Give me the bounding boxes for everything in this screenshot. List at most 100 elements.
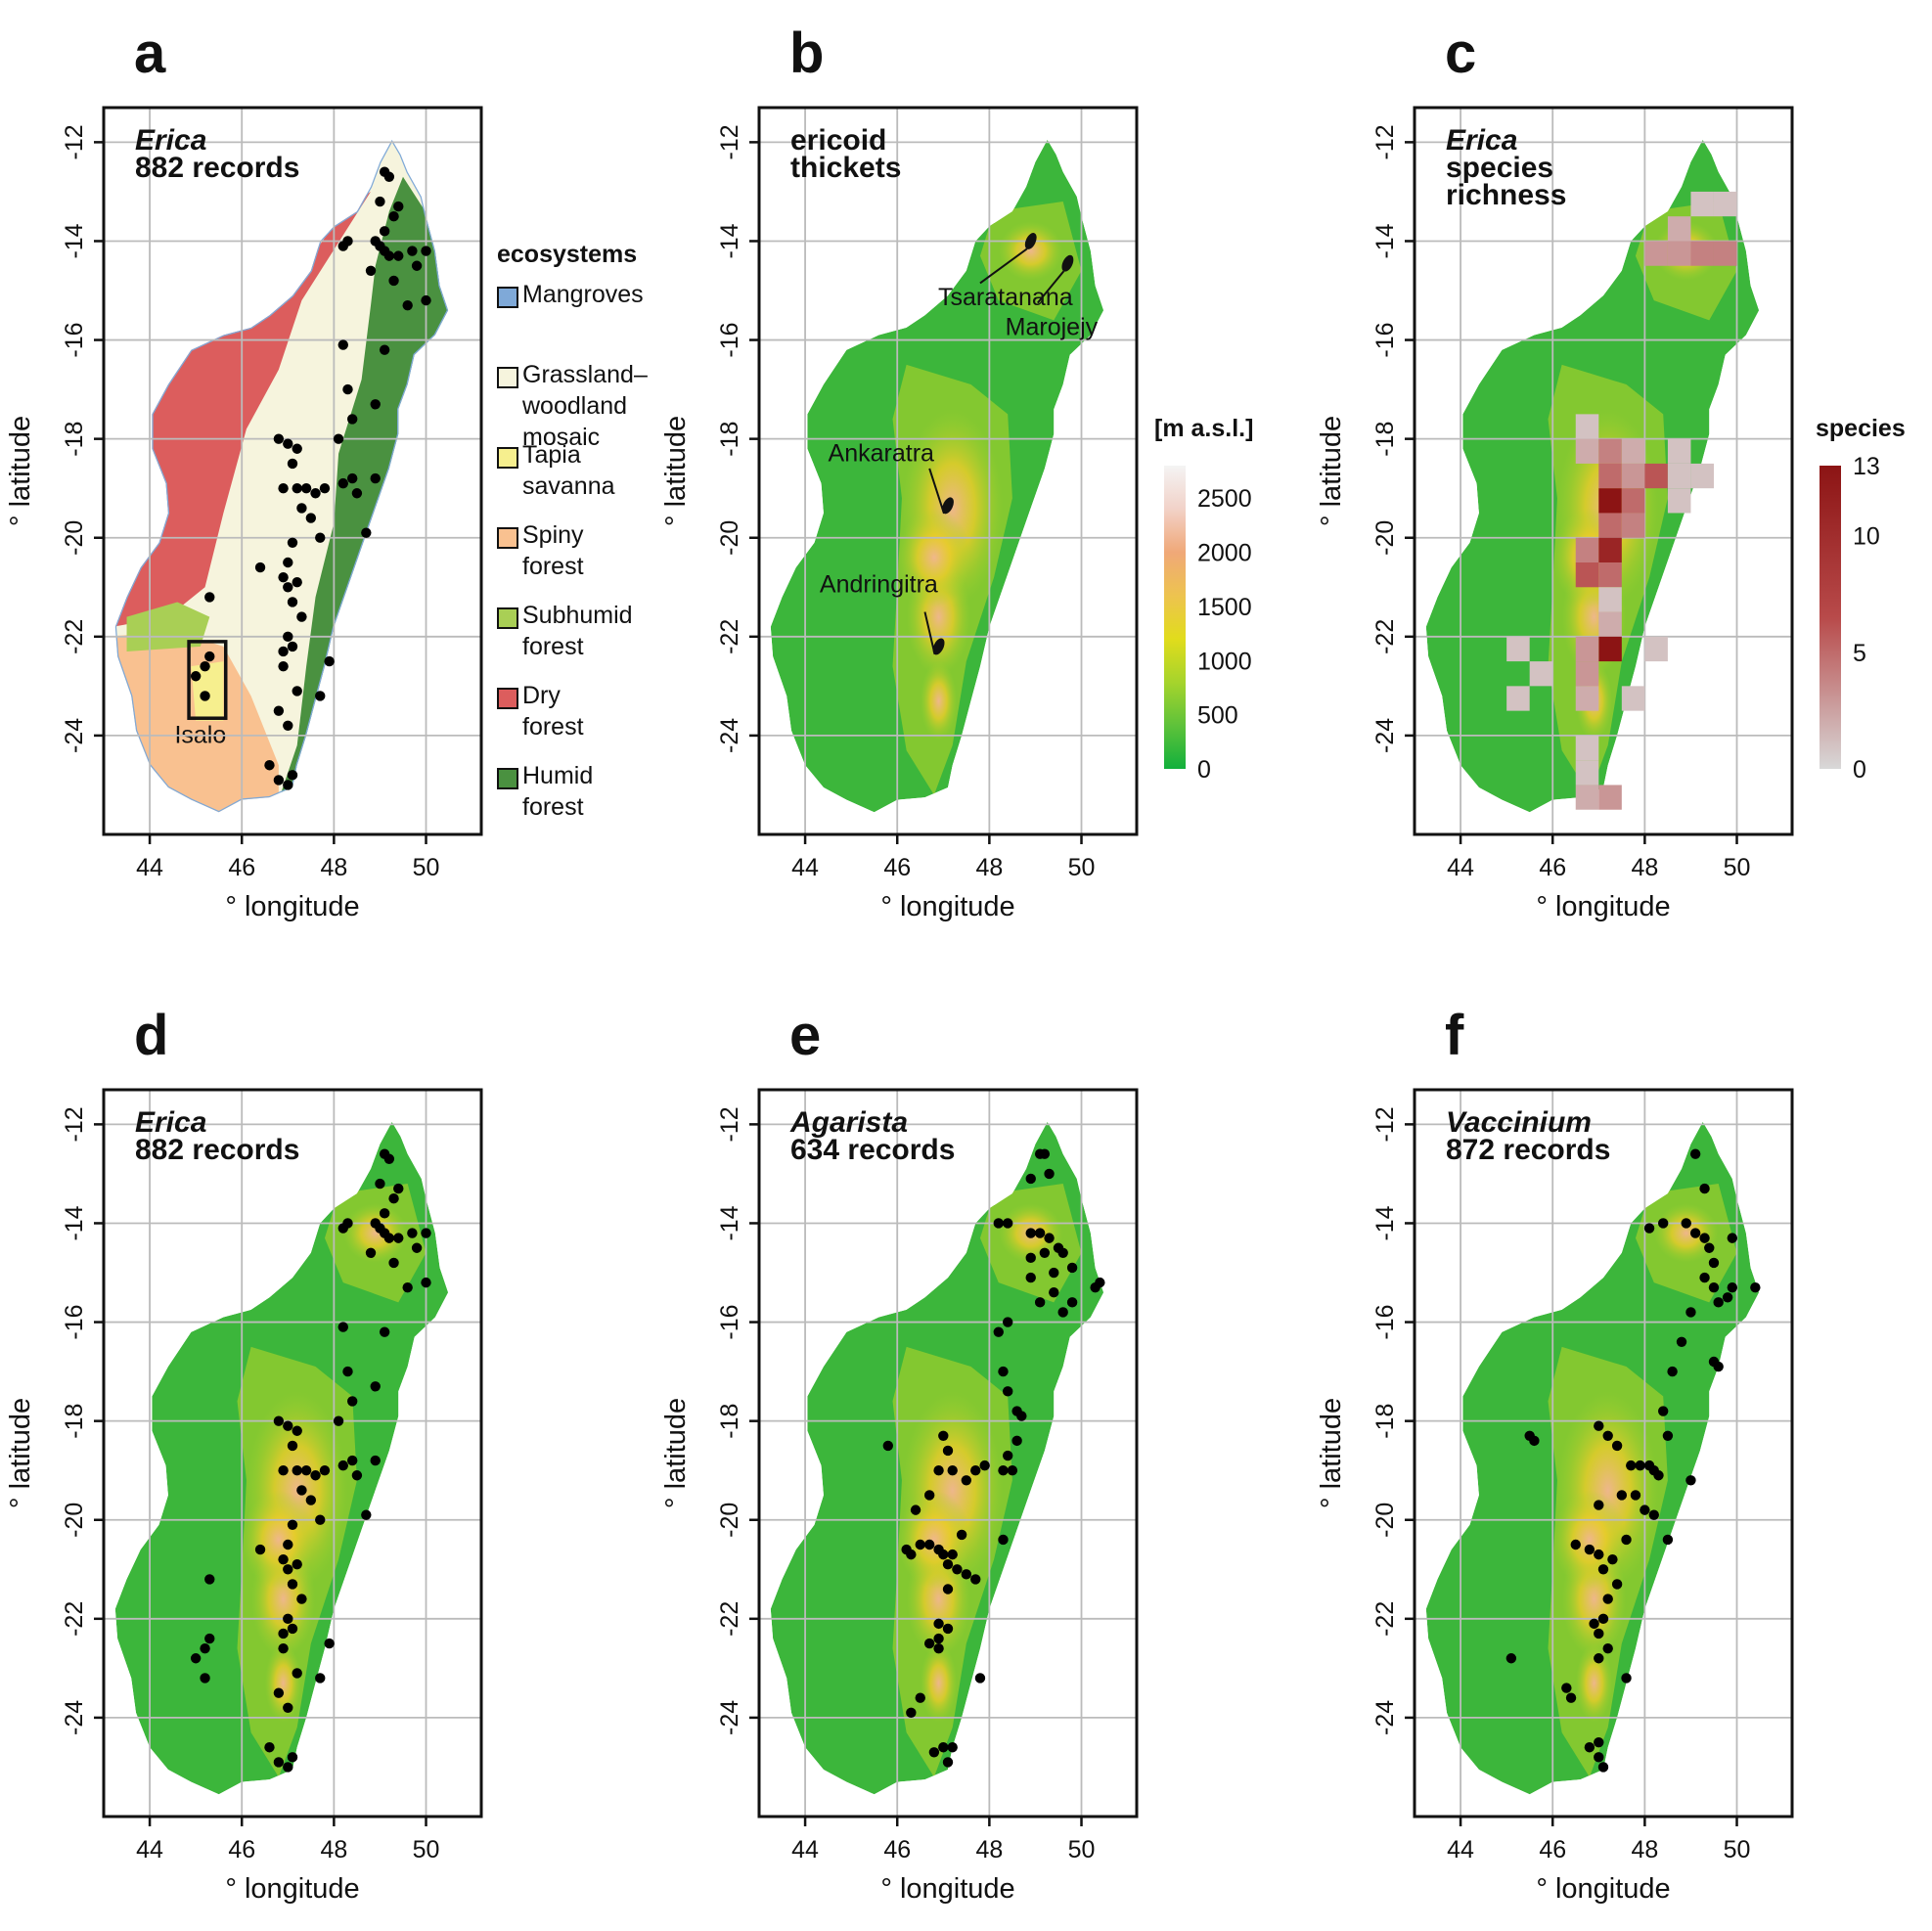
occurrence-point bbox=[292, 577, 302, 588]
highland-area bbox=[342, 1203, 408, 1263]
occurrence-point bbox=[278, 1464, 289, 1476]
y-tick-label: -12 bbox=[61, 1106, 88, 1142]
richness-cell bbox=[1621, 513, 1645, 538]
occurrence-point bbox=[305, 1495, 317, 1505]
legend-swatch bbox=[497, 607, 518, 629]
occurrence-point bbox=[324, 655, 335, 667]
occurrence-point bbox=[388, 1257, 399, 1269]
richness-grid bbox=[1506, 191, 1737, 810]
occurrence-point bbox=[273, 1757, 285, 1768]
ecosystem-legend-item: Dry forest bbox=[497, 680, 673, 760]
occurrence-point bbox=[942, 1559, 954, 1570]
panel-title: 882 records bbox=[135, 152, 299, 184]
richness-cell bbox=[1529, 661, 1553, 687]
occurrence-point bbox=[1611, 1440, 1623, 1452]
occurrence-point bbox=[292, 482, 302, 494]
richness-cell bbox=[1575, 760, 1599, 786]
occurrence-point bbox=[204, 651, 215, 662]
occurrence-point bbox=[1621, 1534, 1632, 1546]
occurrence-point bbox=[393, 201, 404, 212]
y-tick-label: -16 bbox=[61, 1304, 88, 1339]
y-tick-label: -14 bbox=[61, 223, 88, 258]
occurrence-point bbox=[190, 671, 202, 682]
richness-cell bbox=[1598, 562, 1622, 588]
occurrence-point bbox=[1002, 1317, 1013, 1327]
occurrence-point bbox=[402, 299, 413, 311]
occurrence-point bbox=[337, 339, 348, 350]
ecosystem-legend-item: Humid forest bbox=[497, 760, 673, 840]
x-tick-label: 44 bbox=[1447, 1836, 1474, 1864]
humid-forest bbox=[278, 176, 449, 800]
colorbar-tick-label: 2000 bbox=[1197, 540, 1252, 567]
occurrence-point bbox=[388, 275, 399, 287]
y-tick-label: -24 bbox=[1371, 1700, 1399, 1735]
x-tick-label: 50 bbox=[1724, 1836, 1751, 1864]
occurrence-point bbox=[273, 1415, 285, 1426]
occurrence-point bbox=[923, 1490, 935, 1501]
occurrence-point bbox=[1002, 1450, 1013, 1461]
occurrence-point bbox=[1689, 1148, 1701, 1159]
highland-area bbox=[264, 1643, 302, 1723]
y-tick-label: -22 bbox=[716, 1601, 743, 1637]
richness-cell bbox=[1506, 636, 1530, 662]
richness-cell bbox=[1575, 785, 1599, 810]
occurrence-point bbox=[411, 1242, 423, 1253]
occurrence-point bbox=[1657, 1406, 1669, 1416]
y-tick-label: -12 bbox=[716, 1106, 743, 1142]
occurrence-point bbox=[1057, 1307, 1068, 1318]
occurrence-point bbox=[283, 1420, 293, 1431]
highland-area bbox=[897, 1490, 971, 1590]
richness-cell bbox=[1575, 735, 1599, 761]
occurrence-point bbox=[333, 433, 344, 444]
occurrence-point bbox=[388, 1192, 399, 1204]
richness-cell bbox=[1598, 463, 1622, 489]
occurrence-point bbox=[1713, 1361, 1724, 1372]
ecosystem-legend-item: Spiny forest bbox=[497, 519, 673, 600]
occurrence-point bbox=[1727, 1233, 1738, 1243]
occurrence-point bbox=[1597, 1762, 1609, 1773]
grid bbox=[104, 1090, 481, 1817]
mountain-label: Andringitra bbox=[820, 570, 938, 598]
colorbar-tick-label: 500 bbox=[1197, 702, 1238, 730]
y-tick-label: -14 bbox=[1371, 1205, 1399, 1240]
occurrence-point bbox=[370, 399, 381, 410]
panel-letter: e bbox=[789, 1004, 822, 1067]
occurrence-point bbox=[1662, 1534, 1674, 1546]
occurrence-point bbox=[933, 1642, 944, 1654]
occurrence-point bbox=[273, 705, 285, 716]
occurrence-point bbox=[956, 1529, 967, 1541]
occurrence-point bbox=[882, 1440, 894, 1452]
occurrence-point bbox=[283, 780, 293, 790]
occurrence-point bbox=[379, 1208, 390, 1219]
richness-cell bbox=[1621, 463, 1645, 489]
occurrence-point bbox=[346, 1455, 358, 1466]
occurrence-point bbox=[254, 561, 266, 573]
panel-title: ericoid bbox=[790, 124, 886, 157]
richness-legend-title: species bbox=[1816, 415, 1906, 442]
occurrence-point bbox=[1699, 1272, 1710, 1283]
panel-title: 634 records bbox=[790, 1134, 955, 1166]
occurrence-point bbox=[1643, 1223, 1655, 1234]
occurrence-point bbox=[1662, 1430, 1674, 1442]
occurrence-point bbox=[283, 1613, 293, 1625]
colorbar-tick-label: 5 bbox=[1853, 640, 1866, 667]
occurrence-point bbox=[421, 1277, 431, 1288]
ericoid-thicket bbox=[1024, 233, 1037, 249]
occurrence-point bbox=[1602, 1642, 1613, 1654]
x-axis-label: ° longitude bbox=[1536, 1873, 1670, 1905]
occurrence-point bbox=[402, 1281, 413, 1293]
occurrence-point bbox=[411, 260, 423, 271]
occurrence-point bbox=[351, 1470, 363, 1481]
colorbar-tick-label: 0 bbox=[1853, 756, 1866, 784]
occurrence-point bbox=[1044, 1233, 1055, 1243]
x-tick-label: 48 bbox=[975, 854, 1003, 881]
occurrence-point bbox=[278, 482, 289, 494]
x-tick-label: 50 bbox=[413, 1836, 440, 1864]
ericoid-thicket bbox=[932, 638, 945, 655]
richness-cell bbox=[1575, 636, 1599, 662]
richness-cell bbox=[1667, 241, 1691, 266]
occurrence-point bbox=[1685, 1475, 1696, 1486]
panel-letter: f bbox=[1445, 1004, 1464, 1067]
occurrence-point bbox=[1034, 1228, 1046, 1238]
occurrence-point bbox=[319, 1464, 331, 1476]
